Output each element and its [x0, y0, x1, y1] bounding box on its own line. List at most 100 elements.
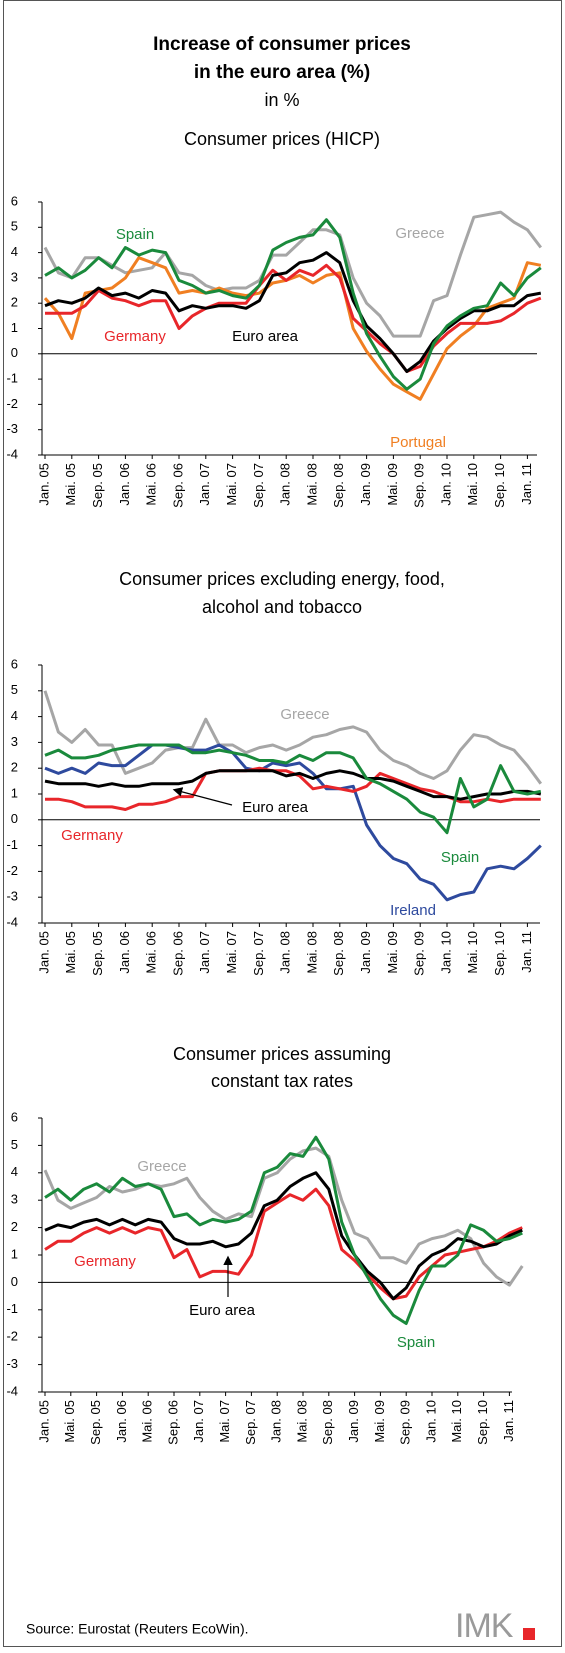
x-tick-label: Sep. 08	[331, 463, 346, 508]
label-arrow	[172, 787, 233, 806]
x-tick-label: Sep. 09	[412, 931, 427, 976]
x-tick-label: Jan. 07	[197, 931, 212, 974]
x-tick-label: Mai. 08	[294, 1400, 309, 1443]
y-tick-label: 6	[11, 1109, 18, 1124]
x-tick-label: Jan. 06	[117, 463, 132, 506]
y-tick-label: 0	[11, 1274, 18, 1289]
x-tick-label: Mai. 10	[465, 931, 480, 974]
y-tick-label: -3	[6, 889, 18, 904]
x-tick-label: Jan. 05	[36, 931, 51, 974]
x-tick-label: Mai. 06	[144, 463, 159, 506]
logo: IMK	[455, 1607, 514, 1645]
series-line	[43, 1146, 524, 1287]
x-tick-label: Jan. 09	[358, 463, 373, 506]
y-tick-label: -1	[6, 1301, 18, 1316]
x-tick-label: Sep. 08	[320, 1400, 335, 1445]
x-tick-label: Mai. 07	[224, 463, 239, 506]
y-tick-label: 2	[11, 1219, 18, 1234]
x-tick-label: Jan. 07	[191, 1400, 206, 1443]
x-tick-label: Jan. 10	[438, 931, 453, 974]
x-tick-label: Sep. 06	[170, 931, 185, 976]
chart-title: Consumer prices excluding energy, food,	[119, 569, 445, 589]
x-tick-label: Jan. 05	[36, 463, 51, 506]
x-tick-label: Jan. 10	[423, 1400, 438, 1443]
x-tick-label: Sep. 07	[251, 463, 266, 508]
x-tick-label: Jan. 08	[278, 463, 293, 506]
y-tick-label: 3	[11, 1192, 18, 1207]
x-tick-label: Jan. 06	[114, 1400, 129, 1443]
series-label: Greece	[280, 706, 329, 723]
y-tick-label: 5	[11, 682, 18, 697]
x-tick-label: Jan. 05	[36, 1400, 51, 1443]
series-label: Greece	[395, 225, 444, 242]
x-tick-label: Sep. 08	[331, 931, 346, 976]
y-tick-label: 3	[11, 734, 18, 749]
y-tick-label: -4	[6, 914, 18, 929]
x-tick-label: Sep. 05	[88, 1400, 103, 1445]
series-line	[44, 218, 542, 391]
x-tick-label: Mai. 09	[372, 1400, 387, 1443]
series-line	[44, 1187, 523, 1301]
frame	[3, 0, 562, 1647]
x-tick-label: Sep. 05	[90, 931, 105, 976]
chart-title: alcohol and tobacco	[202, 597, 362, 617]
y-tick-label: -1	[6, 837, 18, 852]
chart-title: Consumer prices (HICP)	[184, 129, 380, 149]
x-tick-label: Jan. 11	[519, 931, 534, 973]
series-label: Spain	[397, 1334, 435, 1351]
series-line	[44, 1171, 523, 1301]
unit: in %	[264, 90, 299, 110]
series-line	[44, 1135, 523, 1325]
x-tick-label: Sep. 09	[412, 463, 427, 508]
y-tick-label: -4	[6, 446, 18, 461]
x-tick-label: Mai. 08	[304, 463, 319, 506]
series-label: Euro area	[242, 799, 309, 816]
chart-title: constant tax rates	[211, 1071, 353, 1091]
series-label: Spain	[116, 226, 154, 243]
x-tick-label: Jan. 06	[117, 931, 132, 974]
series-label: Spain	[441, 849, 479, 866]
y-tick-label: -1	[6, 371, 18, 386]
x-tick-label: Sep. 10	[492, 931, 507, 976]
x-tick-label: Mai. 05	[63, 931, 78, 974]
series-line	[45, 263, 542, 373]
series-label: Greece	[137, 1158, 186, 1175]
series-label: Euro area	[189, 1302, 256, 1319]
y-tick-label: -4	[6, 1383, 18, 1398]
y-tick-label: -2	[6, 1329, 18, 1344]
title-line: Increase of consumer prices	[153, 34, 411, 55]
y-tick-label: 1	[11, 785, 18, 800]
series-label: Euro area	[232, 328, 299, 345]
x-tick-label: Jan. 11	[519, 463, 534, 505]
logo-square	[523, 1628, 535, 1640]
y-tick-label: 5	[11, 219, 18, 234]
x-tick-label: Mai. 06	[144, 931, 159, 974]
y-tick-label: 1	[11, 320, 18, 335]
chart-title: Consumer prices assuming	[173, 1044, 391, 1064]
y-tick-label: 0	[11, 345, 18, 360]
x-tick-label: Jan. 08	[278, 931, 293, 974]
series-label: Germany	[104, 328, 166, 345]
y-tick-label: -3	[6, 421, 18, 436]
series-line	[44, 251, 542, 373]
source: Source: Eurostat (Reuters EcoWin).	[26, 1621, 249, 1637]
y-tick-label: 2	[11, 295, 18, 310]
series-line	[43, 256, 542, 401]
x-tick-label: Mai. 05	[62, 1400, 77, 1443]
y-tick-label: -3	[6, 1356, 18, 1371]
x-tick-label: Sep. 06	[165, 1400, 180, 1445]
y-tick-label: 1	[11, 1246, 18, 1261]
y-tick-label: 6	[11, 193, 18, 208]
x-tick-label: Mai. 07	[224, 931, 239, 974]
title-line: in the euro area (%)	[194, 62, 370, 83]
x-tick-label: Sep. 09	[398, 1400, 413, 1445]
x-tick-label: Mai. 10	[465, 463, 480, 506]
y-tick-label: -2	[6, 396, 18, 411]
x-tick-label: Jan. 09	[358, 931, 373, 974]
series-label: Germany	[74, 1253, 136, 1270]
series-line	[44, 743, 542, 835]
x-tick-label: Mai. 07	[217, 1400, 232, 1443]
y-tick-label: 2	[11, 760, 18, 775]
